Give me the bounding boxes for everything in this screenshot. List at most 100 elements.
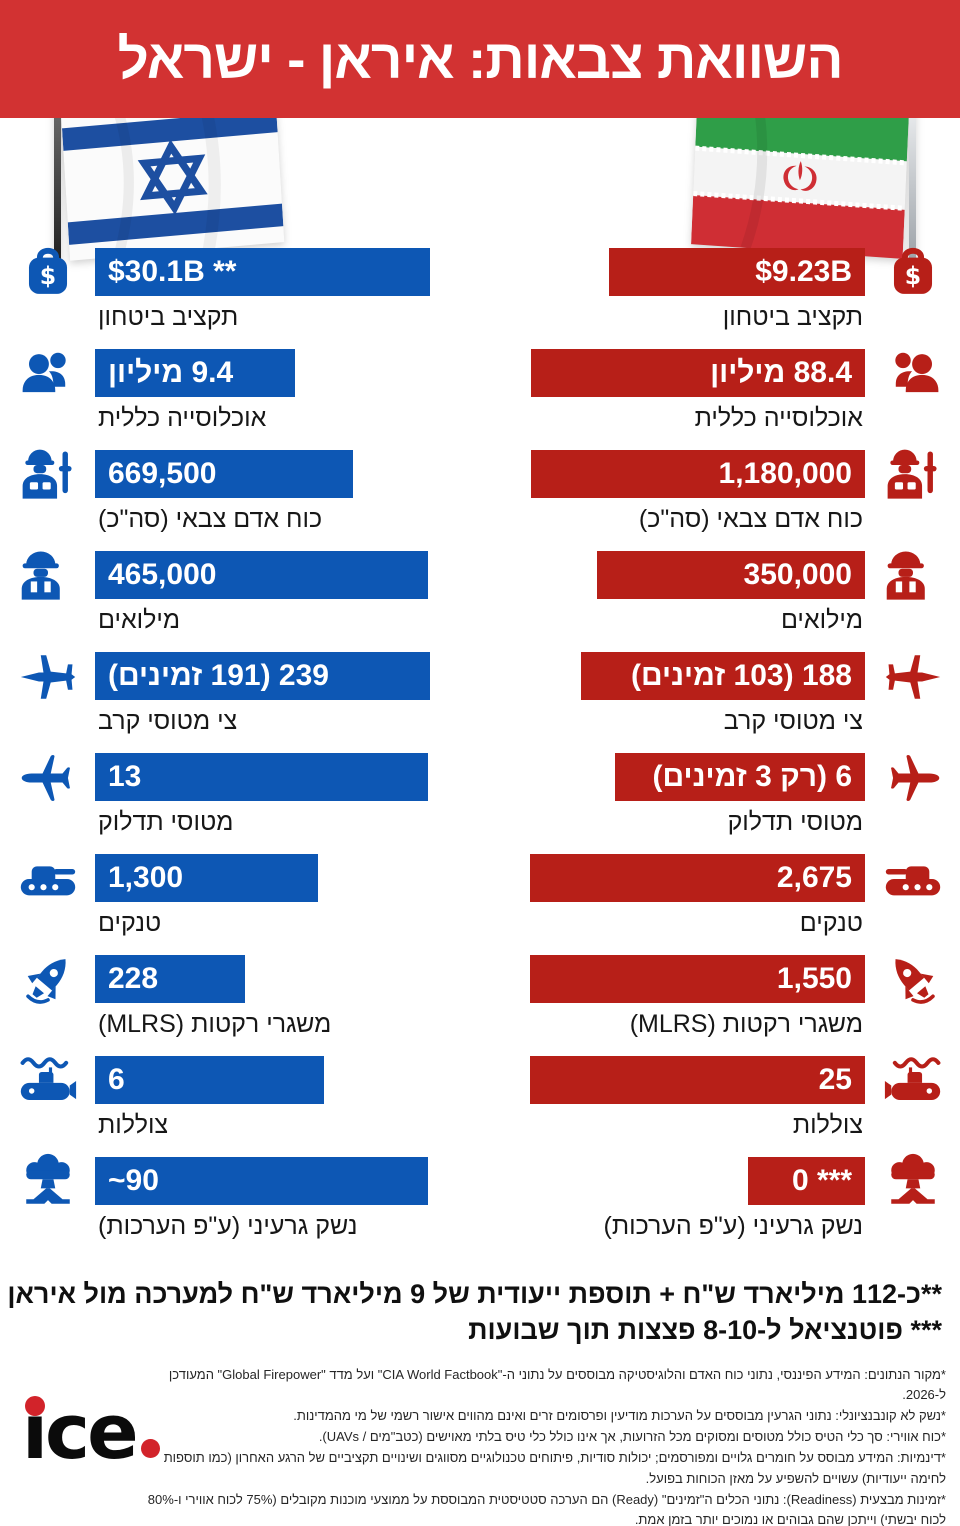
iran-value: 0 ***	[791, 1164, 852, 1197]
comparison-row: 669,500 כוח אדם צבאי (סה"כ) 1,180,000 כו…	[0, 449, 960, 551]
fine-print-dynamics: *דינמיות: המידע מבוסס על חומרים גלויים ו…	[163, 1450, 946, 1486]
iran-value: 25	[818, 1063, 852, 1096]
israel-value: $30.1B **	[108, 255, 237, 288]
population-icon	[894, 352, 938, 393]
comparison-row: 13 מטוסי תדלוק 6 (רק 3 זמינים) מטוסי תדל…	[0, 753, 960, 854]
israel-side: $30.1B ** תקציב ביטחון	[0, 248, 480, 349]
iran-side: 0 *** נשק גרעיני (ע"פ הערכות)	[480, 1153, 960, 1258]
row-label-israel: מטוסי תדלוק	[98, 808, 234, 836]
row-label-israel: תקציב ביטחון	[98, 303, 239, 331]
iran-side: 2,675 טנקים	[480, 854, 960, 955]
tanker-plane-icon	[21, 754, 70, 802]
reserve-soldier-icon	[886, 551, 925, 600]
israel-value: 669,500	[108, 457, 217, 490]
comparison-row: 228 משגרי רקטות (MLRS) 1,550 משגרי רקטות…	[0, 951, 960, 1056]
israel-side: 669,500 כוח אדם צבאי (סה"כ)	[0, 449, 480, 551]
iran-emblem	[783, 161, 817, 191]
money-bag-icon	[884, 244, 942, 302]
iran-value: 1,550	[776, 962, 852, 995]
row-label-israel: צי מטוסי קרב	[98, 707, 238, 735]
israel-value: 228	[108, 962, 159, 995]
row-label-iran: נשק גרעיני (ע"פ הערכות)	[603, 1212, 863, 1240]
tanker-plane-icon	[890, 754, 939, 802]
israel-value: 465,000	[108, 558, 217, 591]
money-bag-icon	[19, 244, 77, 302]
israel-value-bar: ~90	[95, 1157, 428, 1205]
israel-value-bar: 239 (191 זמינים)	[95, 652, 430, 700]
israel-value: 239 (191 זמינים)	[108, 659, 329, 692]
israel-side: ~90 נשק גרעיני (ע"פ הערכות)	[0, 1153, 480, 1258]
tank-icon	[20, 866, 75, 896]
ice-logo-dot: .	[140, 1439, 160, 1458]
row-label-iran: צוללות	[792, 1111, 863, 1139]
israel-flag	[46, 93, 286, 264]
submarine-icon	[884, 1052, 942, 1110]
rocket-icon	[18, 951, 77, 1009]
row-label-israel: צוללות	[98, 1111, 169, 1139]
iran-value: 188 (103 זמינים)	[631, 659, 852, 692]
israel-side: 6 צוללות	[0, 1056, 480, 1157]
row-label-israel: נשק גרעיני (ע"פ הערכות)	[98, 1212, 358, 1240]
israel-value-bar: 669,500	[95, 450, 353, 498]
fighter-jet-icon	[20, 655, 75, 699]
iran-value: 1,180,000	[718, 457, 852, 490]
row-label-iran: משגרי רקטות (MLRS)	[629, 1010, 863, 1038]
comparison-row: 9.4 מיליון אוכלוסייה כללית 88.4 מיליון א…	[0, 349, 960, 450]
comparison-row: ~90 נשק גרעיני (ע"פ הערכות) 0 *** נשק גר…	[0, 1153, 960, 1258]
footnotes: **כ-112 מיליארד ש"ח + תוספת ייעודית של 9…	[0, 1276, 960, 1349]
page-title: השוואת צבאות: איראן - ישראל	[117, 28, 843, 90]
ice-logo-idot	[25, 1396, 45, 1416]
iran-value-bar: $9.23B	[609, 248, 865, 296]
iran-value-bar: 88.4 מיליון	[531, 349, 865, 397]
comparison-row: 6 צוללות 25 צוללות	[0, 1056, 960, 1157]
iran-side: 88.4 מיליון אוכלוסייה כללית	[480, 349, 960, 450]
ice-logo: ice.	[22, 1394, 160, 1470]
row-label-israel: טנקים	[98, 909, 162, 937]
row-label-iran: אוכלוסייה כללית	[694, 404, 863, 432]
row-label-israel: כוח אדם צבאי (סה"כ)	[98, 505, 323, 533]
comparison-row: 465,000 מילואים 350,000 מילואים	[0, 551, 960, 652]
iran-side: 1,550 משגרי רקטות (MLRS)	[480, 951, 960, 1056]
israel-value-bar: 465,000	[95, 551, 428, 599]
iran-value: 6 (רק 3 זמינים)	[652, 760, 852, 793]
row-label-iran: מטוסי תדלוק	[727, 808, 863, 836]
tank-icon	[885, 866, 940, 896]
iran-value-bar: 2,675	[530, 854, 865, 902]
israel-value: 13	[108, 760, 142, 793]
row-label-israel: אוכלוסייה כללית	[98, 404, 267, 432]
comparison-rows: $30.1B ** תקציב ביטחון $9.23B תקציב ביטח…	[0, 0, 960, 1258]
comparison-row: $30.1B ** תקציב ביטחון $9.23B תקציב ביטח…	[0, 248, 960, 349]
israel-value: 9.4 מיליון	[108, 356, 234, 389]
row-label-iran: מילואים	[780, 606, 863, 634]
iran-side: 350,000 מילואים	[480, 551, 960, 652]
footnote-nuclear-potential: *** פוטנציאל ל-8-10 פצצות תוך שבועות	[468, 1315, 942, 1346]
israel-value-bar: 6	[95, 1056, 324, 1104]
fine-print-readiness: *זמינות מבצעית (Readiness): נתוני הכלים …	[147, 1491, 946, 1526]
fine-print-airpower: *כוח אווירי: סך כלי הטיס כולל מטוסים ומס…	[318, 1429, 946, 1445]
nuke-icon	[25, 1153, 70, 1204]
header-banner: השוואת צבאות: איראן - ישראל	[0, 0, 960, 118]
israel-side: 9.4 מיליון אוכלוסייה כללית	[0, 349, 480, 450]
israel-flag-image	[61, 93, 285, 262]
israel-value-bar: 228	[95, 955, 245, 1003]
row-label-iran: כוח אדם צבאי (סה"כ)	[638, 505, 863, 533]
iran-side: 6 (רק 3 זמינים) מטוסי תדלוק	[480, 753, 960, 854]
iran-value-bar: 1,180,000	[531, 450, 865, 498]
row-label-israel: משגרי רקטות (MLRS)	[98, 1010, 332, 1038]
iran-value: 2,675	[776, 861, 852, 894]
fine-print-sources: *מקור הנתונים: המידע הפיננסי, נתוני כוח …	[168, 1366, 946, 1403]
soldier-icon	[22, 449, 72, 499]
fine-print: *מקור הנתונים: המידע הפיננסי, נתוני כוח …	[138, 1365, 946, 1526]
iran-side: 1,180,000 כוח אדם צבאי (סה"כ)	[480, 449, 960, 551]
reserve-soldier-icon	[21, 551, 60, 600]
israel-value-bar: 9.4 מיליון	[95, 349, 295, 397]
israel-side: 239 (191 זמינים) צי מטוסי קרב	[0, 652, 480, 753]
comparison-row: 1,300 טנקים 2,675 טנקים	[0, 854, 960, 955]
row-label-iran: טנקים	[799, 909, 863, 937]
israel-side: 1,300 טנקים	[0, 854, 480, 955]
fine-print-nonconventional: *נשק לא קונבנציונלי: נתוני הגרעין מבוססי…	[293, 1408, 946, 1424]
iran-side: $9.23B תקציב ביטחון	[480, 248, 960, 349]
israel-value-bar: 1,300	[95, 854, 318, 902]
iran-value: 88.4 מיליון	[710, 356, 852, 389]
